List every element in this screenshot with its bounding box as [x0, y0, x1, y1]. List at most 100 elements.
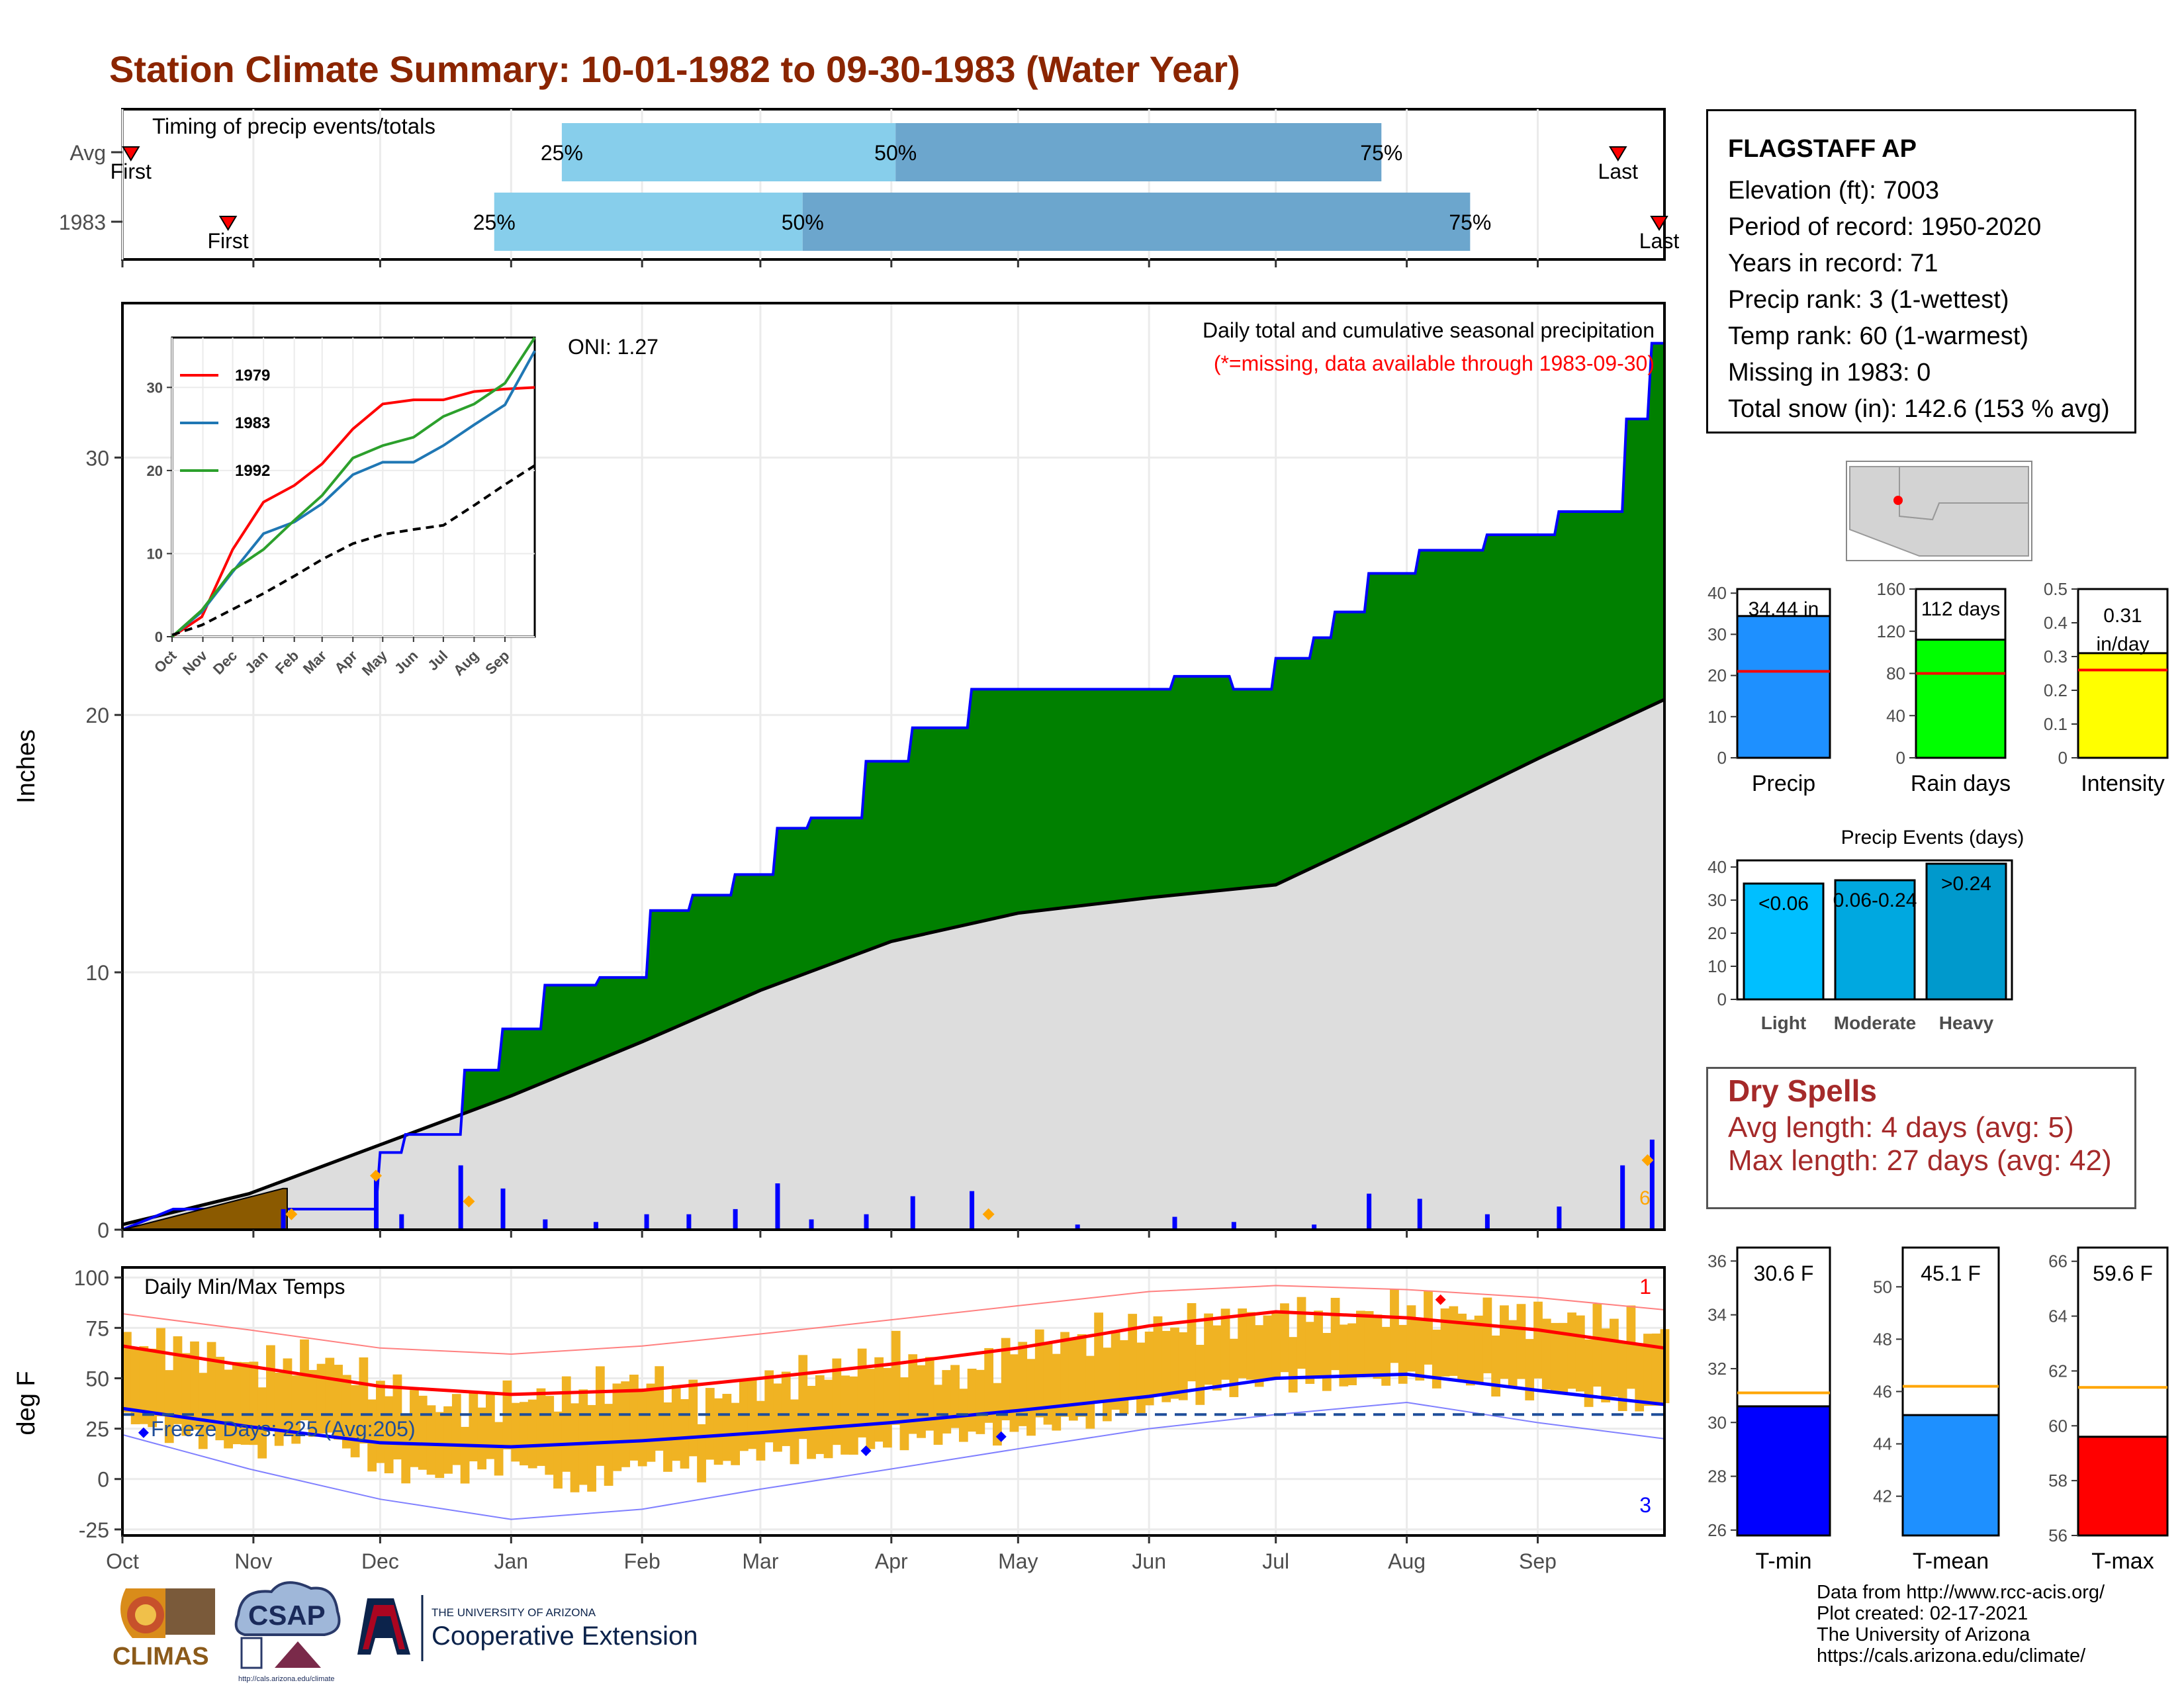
month-tick-label: Sep [1519, 1549, 1557, 1573]
ua-small-text: THE UNIVERSITY OF ARIZONA [432, 1606, 596, 1619]
daily-temp-range-bar [866, 1369, 876, 1449]
cumulative-ytick-label: 30 [85, 446, 109, 470]
daily-temp-range-bar [536, 1388, 546, 1466]
snow-event-marker [982, 1208, 995, 1220]
cumulative-line [122, 342, 1664, 1231]
credit-line-4: https://cals.arizona.edu/climate/ [1817, 1645, 2086, 1667]
month-tick-label: Feb [624, 1549, 660, 1573]
intensity-ytick-label: 0.2 [2044, 680, 2068, 700]
t-max-ytick-label: 58 [2048, 1471, 2068, 1490]
daily-temp-range-bar [148, 1348, 158, 1428]
daily-temp-range-bar [1026, 1359, 1036, 1436]
daily-temp-range-bar [1280, 1303, 1289, 1373]
t-min-bar [1736, 1405, 1831, 1537]
cumulative-title: Daily total and cumulative seasonal prec… [1203, 318, 1655, 342]
inset-ytick-label: 20 [147, 463, 163, 479]
daily-temp-range-bar [341, 1375, 351, 1449]
month-tick-label: Jul [1262, 1549, 1289, 1573]
daily-precip-bar [644, 1214, 649, 1230]
daily-temp-range-bar [283, 1358, 293, 1436]
t-mean-label: T-mean [1913, 1549, 1989, 1574]
daily-temp-range-bar [494, 1422, 504, 1476]
month-tick-label: Apr [875, 1549, 908, 1573]
daily-temp-range-bar [266, 1345, 275, 1432]
precip-ytick-label: 30 [1707, 624, 1727, 644]
daily-temp-range-bar [139, 1346, 149, 1424]
temps-ylabel: deg F [13, 1371, 40, 1435]
timing-first-label: First [207, 229, 248, 253]
inset-series-line [171, 386, 535, 638]
precip-events-ytick-label: 20 [1707, 923, 1727, 943]
daily-precip-bar [1620, 1165, 1625, 1230]
intensity-ytick-label: 0.4 [2044, 613, 2068, 633]
t-max-ytick-label: 56 [2048, 1526, 2068, 1545]
precip-label: Precip [1752, 771, 1815, 796]
temps-ytick-label: -25 [79, 1518, 109, 1542]
daily-temp-range-bar [527, 1399, 537, 1469]
daily-temp-range-bar [713, 1398, 723, 1465]
t-max-label: T-max [2091, 1549, 2154, 1574]
precip-events-bar [1834, 879, 1916, 1001]
daily-temp-range-bar [1643, 1334, 1653, 1406]
month-tick-label: Jun [1132, 1549, 1166, 1573]
snow-event-marker [463, 1195, 475, 1208]
timing-label-75: 75% [1360, 141, 1402, 165]
daily-temp-range-bar [663, 1402, 672, 1472]
daily-precip-bar [1557, 1207, 1562, 1230]
intensity-value-label: 0.31 [2103, 605, 2142, 627]
t-mean-bar [1901, 1414, 2000, 1537]
daily-temp-range-bar [553, 1411, 563, 1489]
daily-temp-range-bar [545, 1396, 555, 1475]
rain-days-ytick-label: 160 [1877, 579, 1905, 599]
daily-temp-range-bar [1491, 1335, 1501, 1397]
timing-title: Timing of precip events/totals [152, 114, 435, 138]
daily-precip-bar [399, 1214, 404, 1230]
t-mean-ytick-label: 42 [1873, 1486, 1892, 1506]
daily-temp-range-bar [917, 1365, 926, 1438]
precip-bar [1736, 615, 1831, 759]
timing-bar-early [561, 123, 896, 181]
precip-events-title: Precip Events (days) [1841, 827, 2025, 848]
freeze-days-label: Freeze Days: 225 (Avg:205) [151, 1417, 416, 1441]
daily-temp-range-bar [1474, 1315, 1484, 1384]
daily-temp-range-bar [164, 1370, 174, 1443]
daily-temp-range-bar [1482, 1297, 1492, 1373]
t-mean-ytick-label: 44 [1873, 1434, 1892, 1454]
timing-label-50: 50% [874, 141, 917, 165]
t-mean-value-label: 45.1 F [1921, 1261, 1981, 1285]
intensity-ytick-label: 0.1 [2044, 714, 2068, 734]
daily-temp-range-bar [1525, 1339, 1535, 1400]
daily-temp-range-bar [1009, 1354, 1019, 1432]
daily-precip-bar [593, 1222, 598, 1230]
daily-temp-range-bar [1432, 1330, 1441, 1389]
station-snow: Total snow (in): 142.6 (153 % avg) [1728, 395, 2110, 423]
daily-precip-bar [281, 1209, 286, 1230]
credit-line-1: Data from http://www.rcc-acis.org/ [1817, 1582, 2105, 1603]
timing-last-marker [1609, 146, 1627, 161]
daily-temp-range-bar [1533, 1301, 1543, 1379]
station-period: Period of record: 1950-2020 [1728, 213, 2042, 241]
daily-temp-range-bar [1043, 1342, 1053, 1425]
timing-label-25: 25% [541, 141, 583, 165]
daily-temp-range-bar [1440, 1308, 1450, 1377]
dry-spells-title: Dry Spells [1728, 1074, 1877, 1108]
daily-temp-range-bar [823, 1379, 833, 1459]
daily-temp-range-bar [688, 1379, 698, 1457]
daily-temp-range-bar [334, 1365, 343, 1440]
inset-ytick-label: 30 [147, 379, 163, 396]
daily-temp-range-bar [122, 1332, 132, 1413]
daily-precip-bar [374, 1173, 379, 1230]
ua-big-text: Cooperative Extension [432, 1622, 698, 1651]
daily-temp-range-bar [1136, 1342, 1146, 1414]
precip-events-bar [1925, 862, 2007, 1001]
daily-temp-range-bar [1610, 1318, 1619, 1397]
daily-temp-range-bar [1465, 1319, 1475, 1386]
precip-events-bar-label: <0.06 [1758, 893, 1809, 915]
cumulative-area [122, 343, 1664, 1230]
daily-temp-range-bar [308, 1369, 318, 1437]
daily-temp-range-bar [764, 1370, 774, 1443]
daily-temp-range-bar [1128, 1314, 1138, 1398]
daily-temp-range-bar [1373, 1314, 1383, 1379]
daily-temp-range-bar [426, 1405, 436, 1475]
t-mean-ytick-label: 48 [1873, 1329, 1892, 1349]
